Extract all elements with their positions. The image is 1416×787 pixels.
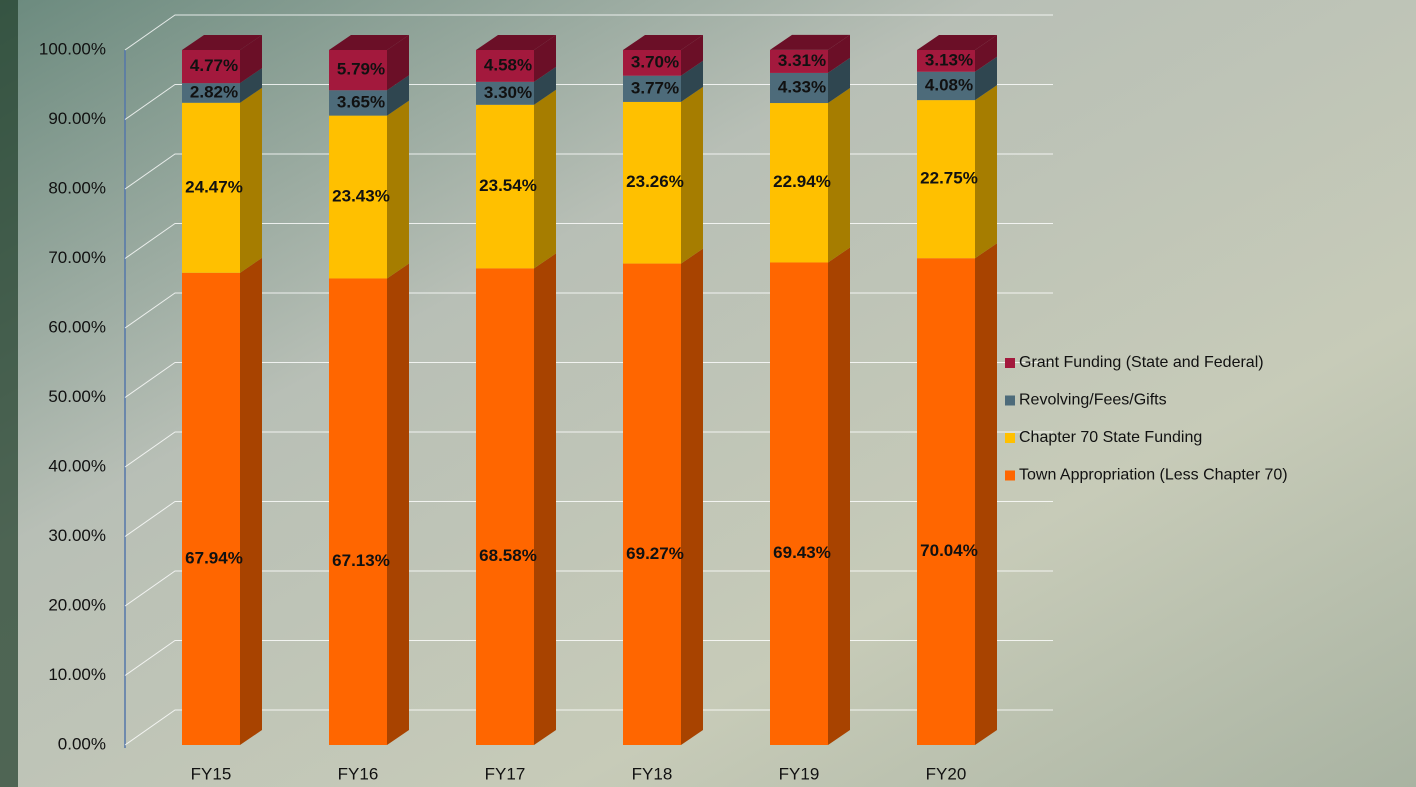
value-label: 67.94% bbox=[185, 548, 243, 567]
bar bbox=[623, 264, 681, 745]
left-edge bbox=[0, 0, 18, 787]
value-label: 22.94% bbox=[773, 172, 831, 191]
bar-side bbox=[975, 243, 997, 745]
y-tick-label: 10.00% bbox=[48, 665, 106, 684]
bar bbox=[476, 268, 534, 745]
page: 0.00% 10.00% 20.00% 30.00% 40.00% 50.00% 60.00… bbox=[0, 0, 1416, 787]
bar-side bbox=[681, 87, 703, 264]
value-label: 3.77% bbox=[631, 78, 679, 97]
value-label: 70.04% bbox=[920, 541, 978, 560]
y-tick-label: 60.00% bbox=[48, 317, 106, 336]
x-tick-label: FY17 bbox=[485, 764, 526, 783]
value-label: 67.13% bbox=[332, 551, 390, 570]
bar-side bbox=[240, 258, 262, 745]
value-label: 23.43% bbox=[332, 187, 390, 206]
legend-swatch bbox=[1005, 396, 1015, 406]
y-tick-label: 90.00% bbox=[48, 109, 106, 128]
bar-side bbox=[387, 101, 409, 279]
x-tick-label: FY20 bbox=[926, 764, 967, 783]
bar-side bbox=[534, 253, 556, 745]
bar bbox=[329, 278, 387, 745]
value-label: 2.82% bbox=[190, 82, 238, 101]
value-label: 3.30% bbox=[484, 83, 532, 102]
legend-label: Revolving/Fees/Gifts bbox=[1019, 392, 1167, 409]
value-label: 4.77% bbox=[190, 56, 238, 75]
value-label: 3.31% bbox=[778, 51, 826, 70]
value-label: 22.75% bbox=[920, 169, 978, 188]
legend-swatch bbox=[1005, 471, 1015, 481]
legend-label: Grant Funding (State and Federal) bbox=[1019, 354, 1264, 371]
value-label: 4.33% bbox=[778, 77, 826, 96]
x-tick-label: FY16 bbox=[338, 764, 379, 783]
legend-swatch bbox=[1005, 433, 1015, 443]
y-tick-label: 50.00% bbox=[48, 387, 106, 406]
value-label: 69.43% bbox=[773, 543, 831, 562]
value-label: 5.79% bbox=[337, 60, 385, 79]
legend-label: Chapter 70 State Funding bbox=[1019, 429, 1202, 446]
bar-side bbox=[681, 249, 703, 745]
bar-side bbox=[975, 85, 997, 258]
y-tick-label: 100.00% bbox=[39, 39, 106, 58]
value-label: 24.47% bbox=[185, 177, 243, 196]
x-tick-label: FY19 bbox=[779, 764, 820, 783]
bar-side bbox=[828, 247, 850, 745]
value-label: 69.27% bbox=[626, 544, 684, 563]
x-tick-label: FY15 bbox=[191, 764, 232, 783]
value-label: 68.58% bbox=[479, 546, 537, 565]
legend-label: Town Appropriation (Less Chapter 70) bbox=[1019, 467, 1288, 484]
bar-side bbox=[240, 88, 262, 273]
value-label: 23.26% bbox=[626, 172, 684, 191]
y-tick-label: 30.00% bbox=[48, 526, 106, 545]
bar bbox=[182, 273, 240, 745]
value-label: 4.08% bbox=[925, 75, 973, 94]
y-tick-label: 20.00% bbox=[48, 595, 106, 614]
bar bbox=[770, 262, 828, 745]
value-label: 3.70% bbox=[631, 52, 679, 71]
y-tick-label: 70.00% bbox=[48, 248, 106, 267]
value-label: 3.65% bbox=[337, 92, 385, 111]
y-tick-label: 0.00% bbox=[58, 734, 106, 753]
legend-swatch bbox=[1005, 358, 1015, 368]
value-label: 23.54% bbox=[479, 176, 537, 195]
chart: 0.00% 10.00% 20.00% 30.00% 40.00% 50.00% 60.00… bbox=[0, 0, 1416, 787]
value-label: 3.13% bbox=[925, 50, 973, 69]
bar bbox=[917, 258, 975, 745]
bar-side bbox=[534, 90, 556, 269]
bar-side bbox=[828, 88, 850, 262]
value-label: 4.58% bbox=[484, 55, 532, 74]
y-tick-label: 80.00% bbox=[48, 178, 106, 197]
x-tick-label: FY18 bbox=[632, 764, 673, 783]
bar-side bbox=[387, 263, 409, 745]
y-tick-label: 40.00% bbox=[48, 456, 106, 475]
